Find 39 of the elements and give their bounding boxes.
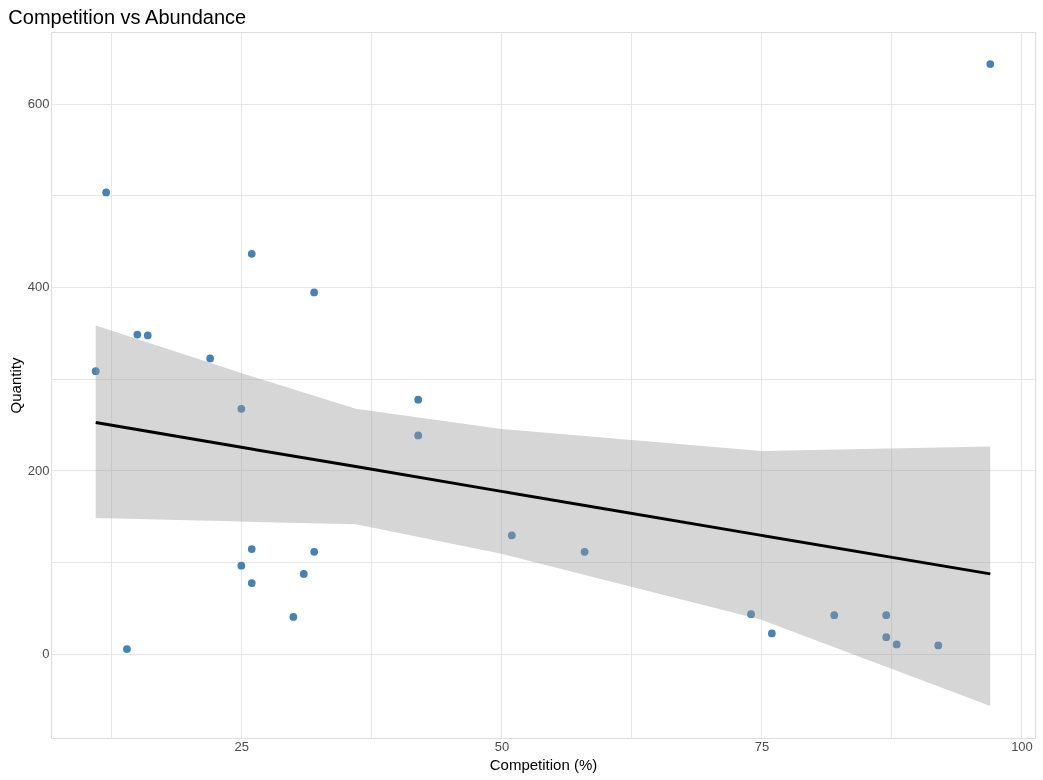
point	[206, 354, 215, 363]
x-tick-label: 25	[234, 738, 250, 754]
y-tick-label: 600	[27, 96, 50, 112]
point	[247, 579, 256, 587]
point	[102, 188, 110, 197]
point	[237, 404, 246, 413]
point	[892, 640, 901, 649]
point	[289, 613, 298, 621]
chart-title: Competition vs Abundance	[8, 6, 247, 28]
point	[507, 531, 516, 540]
y-axis-title: Quantity	[6, 357, 24, 414]
point	[414, 395, 423, 404]
point	[299, 570, 308, 578]
x-tick-label: 50	[494, 738, 510, 754]
point	[237, 561, 246, 570]
y-tick-label: 400	[27, 279, 50, 295]
point	[580, 548, 589, 556]
y-tick-label: 0	[42, 646, 50, 662]
point	[882, 633, 891, 642]
x-tick-label: 75	[754, 738, 770, 754]
point	[123, 645, 131, 653]
x-tick-label: 100	[1011, 738, 1033, 754]
point	[414, 431, 423, 440]
point	[986, 60, 995, 68]
point	[91, 367, 100, 376]
point	[934, 641, 943, 650]
point	[310, 548, 319, 556]
point	[767, 629, 776, 638]
point	[143, 331, 152, 340]
x-axis-title: Competition (%)	[489, 755, 598, 773]
point	[747, 610, 755, 619]
y-tick-label: 200	[27, 462, 50, 478]
point	[830, 611, 839, 619]
point	[247, 545, 256, 553]
point	[133, 330, 142, 339]
point	[882, 611, 891, 619]
point	[310, 288, 319, 297]
line-series	[94, 421, 992, 576]
point	[247, 250, 256, 258]
